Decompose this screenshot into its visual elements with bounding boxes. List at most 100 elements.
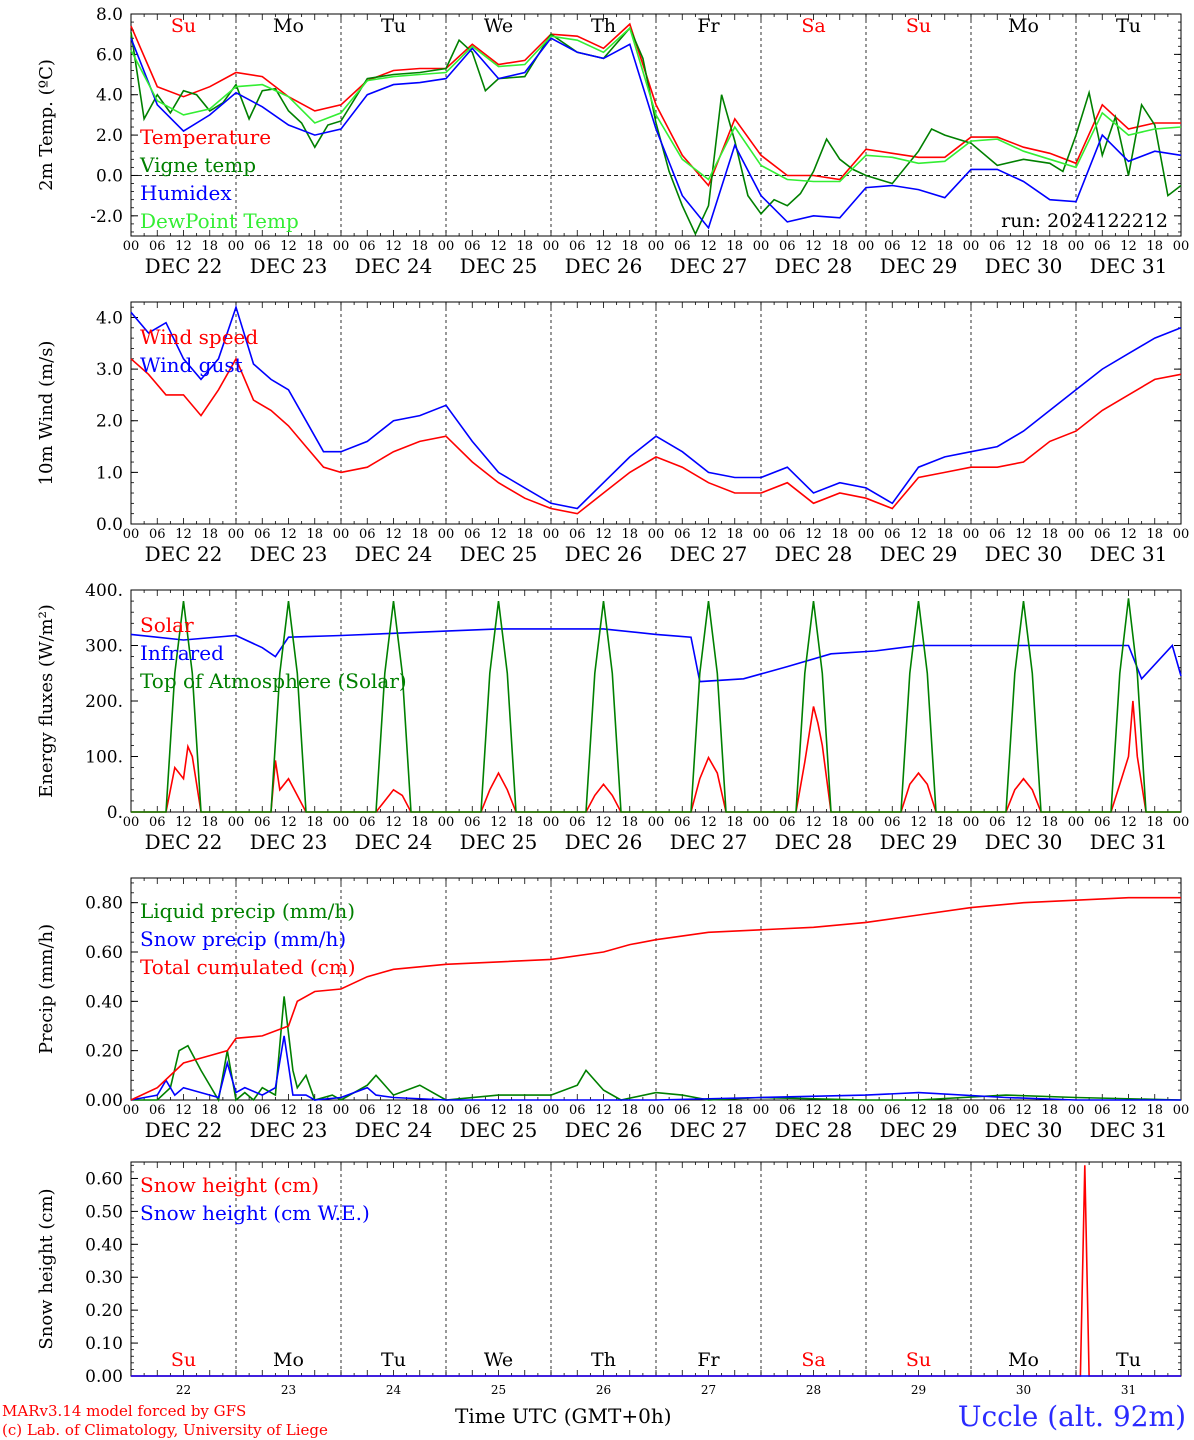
hour-tick-label: 18 (621, 1103, 638, 1118)
hour-tick-label: 06 (464, 239, 481, 254)
hour-tick-label: 06 (884, 527, 901, 542)
hour-tick-label: 18 (831, 815, 848, 830)
hour-tick-label: 12 (910, 239, 927, 254)
hour-tick-label: 12 (595, 1103, 612, 1118)
legend-item: Wind gust (140, 353, 243, 377)
legend-item: Snow height (cm W.E.) (140, 1201, 370, 1225)
date-label: DEC 26 (565, 830, 643, 854)
hour-tick-label: 12 (175, 815, 192, 830)
hour-tick-label: 18 (1146, 815, 1163, 830)
hour-tick-label: 06 (989, 1103, 1006, 1118)
hour-tick-label: 18 (936, 239, 953, 254)
series-wind-0 (130, 356, 1182, 515)
date-label: DEC 26 (565, 1118, 643, 1142)
hour-tick-label: 12 (1015, 239, 1032, 254)
hour-tick-label: 00 (543, 1103, 560, 1118)
hour-tick-label: 00 (123, 239, 140, 254)
hour-tick-label: 06 (569, 1103, 586, 1118)
hour-tick-label: 00 (1173, 815, 1190, 830)
hour-tick-label: 06 (884, 815, 901, 830)
hour-tick-label: 12 (280, 239, 297, 254)
model-credits: MARv3.14 model forced by GFS (c) Lab. of… (2, 1402, 328, 1440)
hour-tick-label: 06 (149, 239, 166, 254)
hour-tick-label: 12 (175, 1103, 192, 1118)
hour-tick-label: 00 (858, 815, 875, 830)
y-tick-label: 0.10 (85, 1334, 123, 1354)
weekday-label: Tu (381, 1349, 406, 1371)
hour-tick-label: 12 (490, 239, 507, 254)
hour-tick-label: 18 (306, 1103, 323, 1118)
date-label: DEC 29 (880, 542, 958, 566)
day-number-label: 26 (596, 1383, 611, 1397)
weekday-label: Su (171, 15, 196, 37)
hour-tick-label: 00 (963, 527, 980, 542)
hour-tick-label: 00 (228, 239, 245, 254)
hour-tick-label: 18 (201, 815, 218, 830)
date-label: DEC 31 (1090, 254, 1168, 278)
hour-tick-label: 00 (963, 239, 980, 254)
weekday-label: Mo (273, 15, 304, 37)
hour-tick-label: 12 (385, 527, 402, 542)
y-tick-label: 3.0 (96, 360, 123, 380)
day-number-label: 25 (491, 1383, 506, 1397)
series-wind-1 (130, 304, 1182, 510)
hour-tick-label: 00 (1173, 1103, 1190, 1118)
y-tick-label: 300. (85, 637, 123, 657)
hour-tick-label: 00 (648, 1103, 665, 1118)
date-label: DEC 24 (355, 254, 433, 278)
hour-tick-label: 18 (516, 239, 533, 254)
legend-item: Snow height (cm) (140, 1173, 319, 1197)
hour-tick-label: 00 (1173, 239, 1190, 254)
y-tick-label: 0.30 (85, 1268, 123, 1288)
date-label: DEC 23 (250, 830, 328, 854)
hour-tick-label: 06 (149, 527, 166, 542)
hour-tick-label: 18 (726, 239, 743, 254)
hour-tick-label: 18 (411, 815, 428, 830)
hour-tick-label: 12 (595, 815, 612, 830)
hour-tick-label: 06 (674, 239, 691, 254)
weekday-label: Sa (801, 15, 825, 37)
hour-tick-label: 00 (123, 815, 140, 830)
day-number-label: 23 (281, 1383, 296, 1397)
hour-tick-label: 06 (254, 239, 271, 254)
hour-tick-label: 00 (123, 527, 140, 542)
weekday-label: Mo (1008, 15, 1039, 37)
legend-item: Infrared (140, 641, 224, 665)
date-label: DEC 28 (775, 830, 853, 854)
y-tick-label: 0.0 (96, 166, 123, 186)
hour-tick-label: 00 (648, 239, 665, 254)
hour-tick-label: 00 (648, 527, 665, 542)
y-axis-label: 2m Temp. (ºC) (36, 59, 57, 191)
hour-tick-label: 00 (543, 815, 560, 830)
hour-tick-label: 18 (411, 1103, 428, 1118)
hour-tick-label: 00 (1068, 815, 1085, 830)
hour-tick-label: 18 (936, 1103, 953, 1118)
series-precip-1 (130, 1035, 1181, 1101)
hour-tick-label: 06 (464, 527, 481, 542)
series-energy-1 (130, 628, 1182, 683)
hour-tick-label: 00 (438, 815, 455, 830)
hour-tick-label: 18 (831, 1103, 848, 1118)
hour-tick-label: 00 (858, 527, 875, 542)
date-label: DEC 29 (880, 1118, 958, 1142)
weekday-label: Th (591, 1349, 616, 1371)
y-tick-label: 400. (85, 581, 123, 601)
hour-tick-label: 18 (621, 815, 638, 830)
hour-tick-label: 18 (306, 239, 323, 254)
legend-item: Humidex (140, 181, 232, 205)
y-axis-label: Precip (mm/h) (36, 924, 57, 1054)
hour-tick-label: 00 (648, 815, 665, 830)
date-label: DEC 27 (670, 1118, 748, 1142)
hour-tick-label: 12 (490, 815, 507, 830)
y-tick-label: -2.0 (90, 207, 123, 227)
hour-tick-label: 18 (726, 527, 743, 542)
hour-tick-label: 06 (884, 1103, 901, 1118)
day-number-label: 29 (911, 1383, 926, 1397)
hour-tick-label: 06 (569, 815, 586, 830)
hour-tick-label: 00 (753, 239, 770, 254)
hour-tick-label: 06 (359, 815, 376, 830)
hour-tick-label: 00 (543, 239, 560, 254)
hour-tick-label: 12 (1120, 815, 1137, 830)
weekday-label: Su (171, 1349, 196, 1371)
hour-tick-label: 06 (1094, 1103, 1111, 1118)
